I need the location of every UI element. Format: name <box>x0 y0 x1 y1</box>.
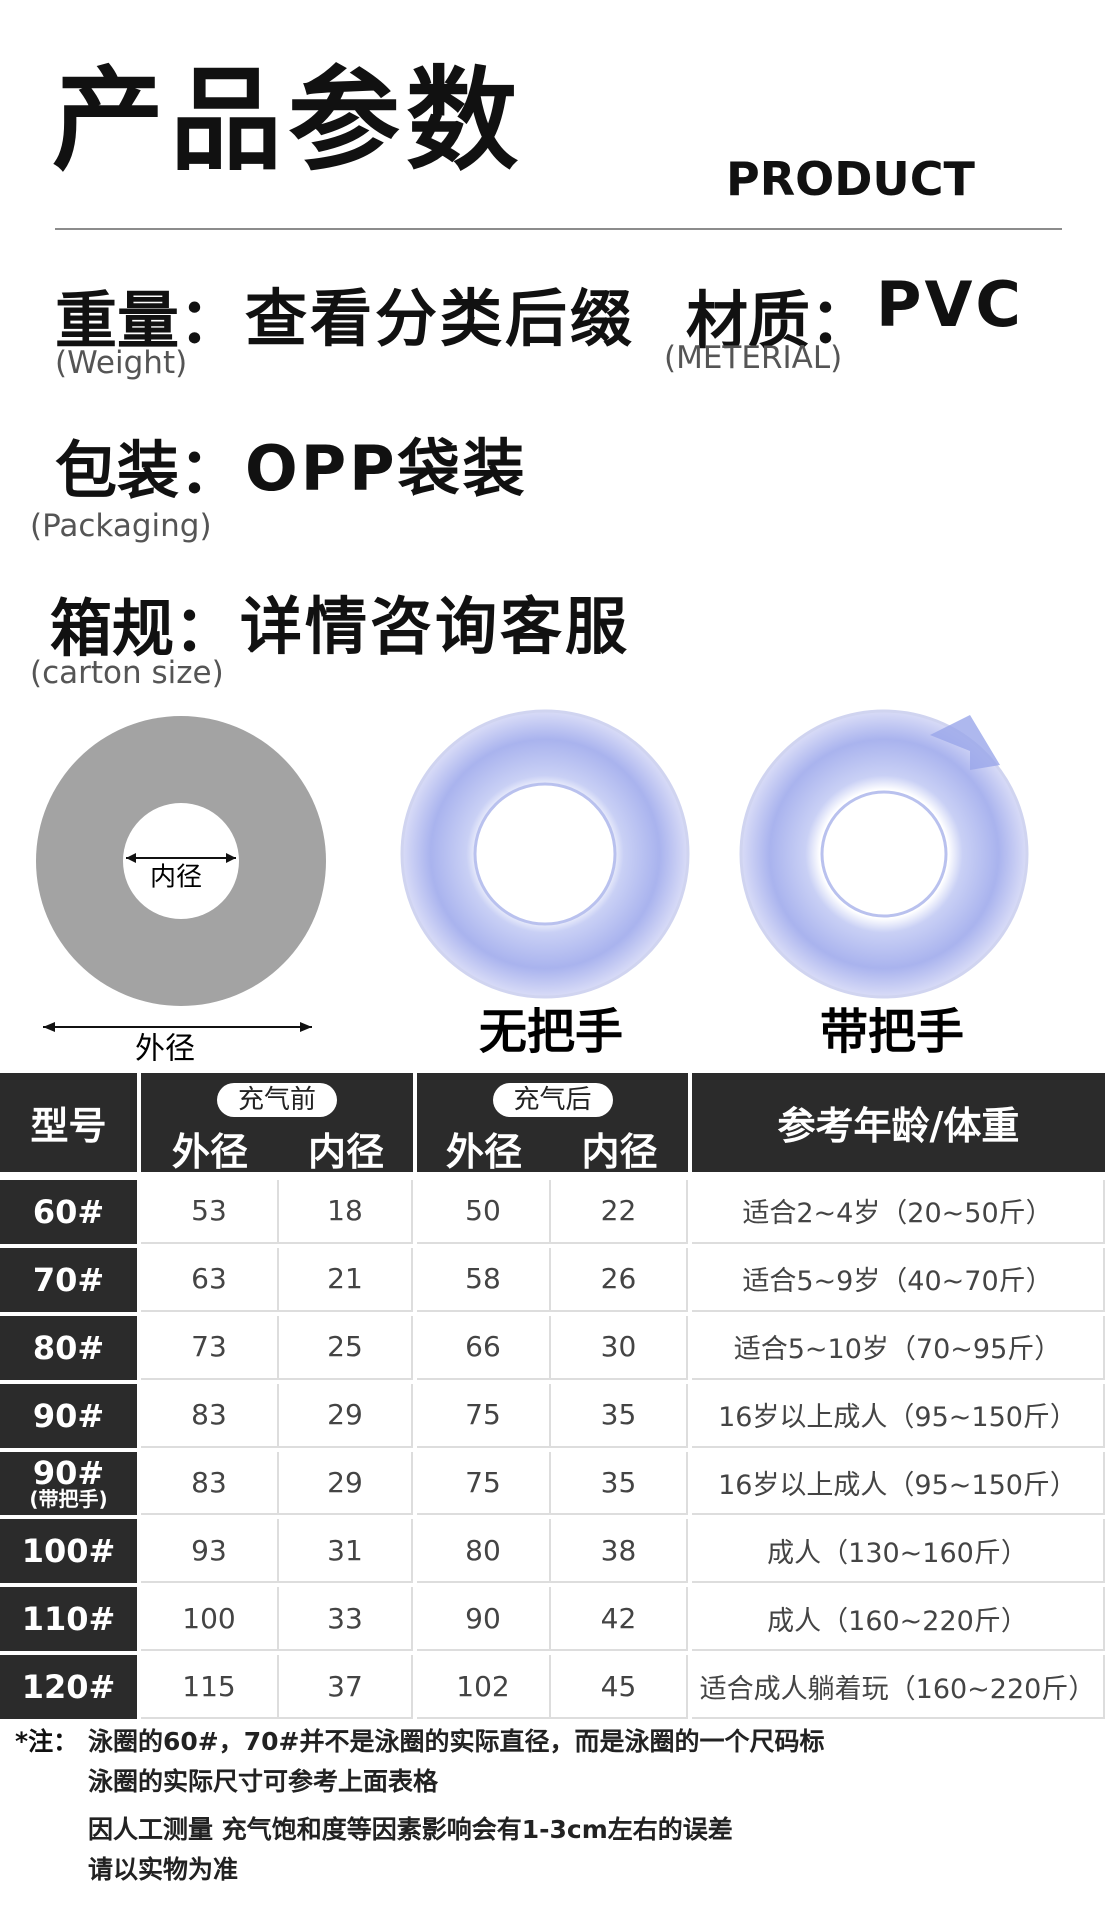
table-cell: 38 <box>551 1519 688 1584</box>
table-cell: 22 <box>551 1180 688 1244</box>
title: 产品参数 <box>52 56 524 186</box>
table-cell: 16岁以上成人（95~150斤） <box>692 1383 1105 1448</box>
table-cell: 30 <box>551 1315 688 1380</box>
model: 90# <box>32 1396 105 1435</box>
table-cell: 93 <box>141 1519 279 1584</box>
swim-ring-hole <box>820 790 948 918</box>
table-cell: 37 <box>279 1655 413 1719</box>
subtitle: PRODUCT <box>726 152 975 206</box>
table-cell: 29 <box>279 1383 413 1448</box>
table-header: 型号 <box>0 1073 137 1172</box>
table-cell: 42 <box>551 1587 688 1652</box>
note-prefix: *注： <box>15 1727 79 1756</box>
table-cell: 31 <box>279 1519 413 1584</box>
table-cell: 75 <box>417 1451 551 1516</box>
note-line: 泳圈的实际尺寸可参考上面表格 <box>88 1767 439 1796</box>
spec-note: (METERIAL) <box>664 340 843 376</box>
group-title: 充气后 <box>492 1083 613 1117</box>
model-cell: 90# <box>0 1383 137 1448</box>
table-cell: 73 <box>141 1315 279 1380</box>
note-line: 请以实物为准 <box>88 1855 239 1884</box>
table-cell: 100 <box>141 1587 279 1652</box>
ring-hole <box>123 803 239 919</box>
outer-label: 外径 <box>135 1032 195 1067</box>
table-cell: 适合5~10岁（70~95斤） <box>692 1315 1105 1380</box>
table-cell: 适合成人躺着玩（160~220斤） <box>692 1655 1105 1719</box>
spec-value: 详情咨询客服 <box>240 590 631 663</box>
table-cell: 45 <box>551 1655 688 1719</box>
column-title: 内径 <box>581 1130 658 1174</box>
table-cell: 115 <box>141 1655 279 1719</box>
table-cell: 66 <box>417 1315 551 1380</box>
model-cell: 100# <box>0 1519 137 1584</box>
model-cell: 70# <box>0 1247 137 1312</box>
model: 100# <box>21 1532 116 1571</box>
table-cell: 33 <box>279 1587 413 1652</box>
table-cell: 53 <box>141 1180 279 1244</box>
spec-value: PVC <box>876 268 1024 341</box>
table-cell: 成人（160~220斤） <box>692 1587 1105 1652</box>
table-cell: 35 <box>551 1383 688 1448</box>
group-title: 充气前 <box>217 1083 337 1117</box>
table-cell: 21 <box>279 1247 413 1312</box>
spec-label: 材质： <box>686 284 873 357</box>
model-cell: 120# <box>0 1655 137 1719</box>
table-cell: 83 <box>141 1383 279 1448</box>
table-cell: 80 <box>417 1519 551 1584</box>
table-cell: 50 <box>417 1180 551 1244</box>
table-cell: 29 <box>279 1451 413 1516</box>
product-caption: 带把手 <box>820 1004 964 1060</box>
model: 80# <box>32 1328 105 1367</box>
table-cell: 25 <box>279 1315 413 1380</box>
table-cell: 90 <box>417 1587 551 1652</box>
model-cell: 110# <box>0 1587 137 1652</box>
table-cell: 26 <box>551 1247 688 1312</box>
swim-ring-hole <box>473 782 617 926</box>
model: 60# <box>32 1192 105 1231</box>
spec-note: (Weight) <box>55 345 188 381</box>
bow <box>930 715 1000 770</box>
spec-value: 查看分类后缀 <box>245 282 636 355</box>
spec-value: OPP袋装 <box>245 432 528 505</box>
model: 90# <box>32 1454 105 1493</box>
spec-label: 包装： <box>55 434 242 507</box>
table-cell: 适合2~4岁（20~50斤） <box>692 1180 1105 1244</box>
table-cell: 35 <box>551 1451 688 1516</box>
product-caption: 无把手 <box>479 1004 623 1060</box>
table-cell: 75 <box>417 1383 551 1448</box>
table-cell: 成人（130~160斤） <box>692 1519 1105 1584</box>
table-cell: 63 <box>141 1247 279 1312</box>
model-cell: 80# <box>0 1315 137 1380</box>
table-cell: 适合5~9岁（40~70斤） <box>692 1247 1105 1312</box>
table-header: 参考年龄/体重 <box>692 1073 1105 1172</box>
model: 70# <box>32 1260 105 1299</box>
spec-label: 箱规： <box>50 592 237 665</box>
table-cell: 102 <box>417 1655 551 1719</box>
model-note: (带把手) <box>29 1487 108 1512</box>
model-cell: 60# <box>0 1180 137 1244</box>
spec-note: (Packaging) <box>30 508 212 544</box>
column-title: 内径 <box>307 1130 384 1174</box>
table-cell: 16岁以上成人（95~150斤） <box>692 1451 1105 1516</box>
model: 110# <box>21 1600 116 1639</box>
table-cell: 18 <box>279 1180 413 1244</box>
spec-note: (carton size) <box>30 655 224 691</box>
note-line: 泳圈的60#，70#并不是泳圈的实际直径，而是泳圈的一个尺码标 <box>88 1727 825 1756</box>
column-title: 外径 <box>445 1130 522 1174</box>
inner-label: 内径 <box>150 863 202 893</box>
table-cell: 83 <box>141 1451 279 1516</box>
model: 120# <box>21 1668 116 1707</box>
column-title: 外径 <box>171 1130 248 1174</box>
table-cell: 58 <box>417 1247 551 1312</box>
model-cell: 90# (带把手) <box>0 1451 137 1516</box>
spec-label: 重量： <box>55 284 242 357</box>
note-line: 因人工测量 充气饱和度等因素影响会有1-3cm左右的误差 <box>88 1815 733 1844</box>
